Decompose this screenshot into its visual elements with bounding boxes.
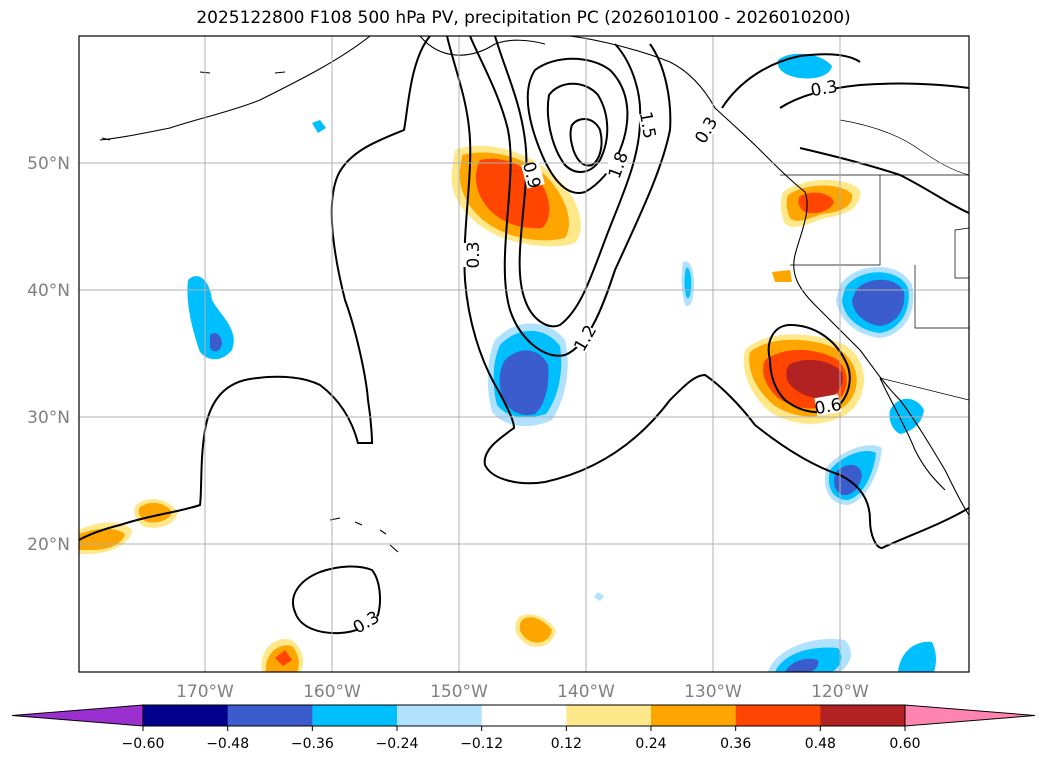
- latitude-label: 20°N: [27, 535, 70, 555]
- latitude-label: 50°N: [27, 154, 70, 174]
- colorbar-extend-high: [904, 704, 1036, 727]
- colorbar-tick-label: −0.12: [460, 736, 503, 752]
- contour-label-bg: [463, 243, 481, 267]
- map-frame: [78, 35, 970, 673]
- colorbar-extend-low: [11, 704, 144, 727]
- colorbar-tick-label: 0.36: [720, 736, 751, 752]
- colorbar-tick-label: −0.24: [376, 736, 419, 752]
- colorbar-segment: [651, 705, 737, 726]
- colorbar: −0.60 −0.48 −0.36 −0.24 −0.12 0.12 0.24 0.36 0.4…: [11, 704, 1036, 752]
- contour-label-bg: [810, 76, 838, 98]
- colorbar-tick-label: 0.60: [889, 736, 920, 752]
- contour-label-bg: [350, 607, 381, 635]
- political-borders: [780, 119, 969, 401]
- colorbar-tick-label: 0.48: [805, 736, 836, 752]
- contour-label-bg: [521, 160, 545, 189]
- longitude-labels: 170°W 160°W 150°W 140°W 130°W 120°W: [176, 682, 869, 702]
- latitude-labels: 50°N 40°N 30°N 20°N: [27, 154, 70, 555]
- contour-label: 0.3: [809, 77, 839, 101]
- longitude-label: 120°W: [811, 682, 869, 702]
- contour-label: 0.6: [813, 395, 843, 419]
- latitude-label: 40°N: [27, 281, 70, 301]
- colorbar-segment: [397, 705, 483, 726]
- colorbar-segment: [820, 705, 906, 726]
- colorbar-tick-label: −0.36: [291, 736, 334, 752]
- colorbar-tick-label: 0.12: [551, 736, 582, 752]
- colorbar-tick-label: 0.24: [635, 736, 666, 752]
- contour-label-bg: [638, 111, 660, 139]
- latitude-label: 30°N: [27, 408, 70, 428]
- precip-blob-small-negative: [187, 261, 694, 601]
- longitude-label: 160°W: [303, 682, 361, 702]
- colorbar-segment: [481, 705, 567, 726]
- colorbar-segment: [735, 705, 821, 726]
- contour-label-bg: [691, 114, 719, 145]
- colorbar-outline: [142, 704, 906, 727]
- coastline: [99, 36, 969, 553]
- precip-blob-interior-negative: [836, 266, 914, 338]
- contour-label: 1.5: [635, 110, 659, 140]
- contour-label-bg: [570, 322, 598, 353]
- contour-label-bg: [814, 394, 842, 416]
- colorbar-tick-label: −0.48: [206, 736, 249, 752]
- longitude-label: 130°W: [684, 682, 742, 702]
- longitude-label: 150°W: [430, 682, 488, 702]
- map-title: 2025122800 F108 500 hPa PV, precipitatio…: [196, 8, 851, 28]
- contour-label-bg: [604, 150, 630, 180]
- longitude-label: 140°W: [557, 682, 615, 702]
- colorbar-segment: [312, 705, 398, 726]
- colorbar-segment: [227, 705, 313, 726]
- longitude-label: 170°W: [176, 682, 234, 702]
- precip-blob-bottom: [79, 270, 936, 672]
- precip-blob-alaska-negative: [312, 53, 832, 133]
- contour-label: 0.3: [464, 241, 484, 268]
- precip-blob-pacific-northwest: [780, 180, 861, 227]
- precip-blob-subtropical-negative: [487, 323, 568, 427]
- colorbar-segment: [566, 705, 652, 726]
- lat-lon-grid: [79, 36, 969, 672]
- colorbar-segment: [143, 705, 229, 726]
- colorbar-tick-label: −0.60: [122, 736, 165, 752]
